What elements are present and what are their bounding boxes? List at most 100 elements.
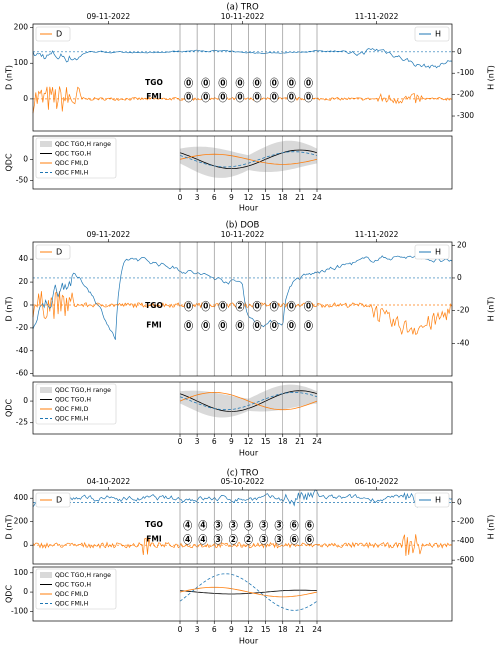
fmi-k-badge bbox=[274, 534, 284, 545]
x-tick-label: 15 bbox=[261, 193, 271, 202]
qdc-legend-label: QDC FMI,H bbox=[55, 601, 89, 608]
x-tick-label: 24 bbox=[312, 437, 322, 446]
tgo-k-badge bbox=[218, 77, 228, 89]
tgo-k-value: 0 bbox=[306, 302, 311, 311]
qdc-y-tick-label: 0 bbox=[23, 396, 28, 405]
y-axis-label-left: D (nT) bbox=[5, 515, 14, 540]
qdc-legend-label: QDC TGO,H range bbox=[55, 572, 111, 579]
y-tick-label-right: -400 bbox=[457, 536, 474, 545]
tgo-k-value: 0 bbox=[203, 78, 208, 87]
x-tick-label: 6 bbox=[212, 625, 217, 634]
tgo-k-badge bbox=[235, 300, 245, 312]
x-axis-label: Hour bbox=[239, 637, 259, 646]
fmi-k-badge bbox=[235, 320, 245, 331]
fmi-k-badge bbox=[304, 91, 313, 103]
tgo-k-value: 3 bbox=[261, 521, 266, 530]
fmi-k-badge bbox=[218, 320, 228, 331]
tgo-k-value: 0 bbox=[220, 78, 225, 87]
tgo-k-badge bbox=[287, 77, 296, 89]
tgo-row-label: TGO bbox=[145, 301, 163, 310]
qdc-legend-label: QDC TGO,H bbox=[55, 582, 91, 589]
legend-h-label: H bbox=[435, 496, 441, 505]
chart-panel-2: (c) TRO 04-10-2022 05-10-2022 06-10-2022 TGO… bbox=[5, 469, 496, 646]
legend-h-label: H bbox=[435, 30, 441, 39]
qdc-legend-box bbox=[35, 137, 117, 179]
y-tick-label-left: -60 bbox=[16, 369, 28, 378]
tgo-k-badge bbox=[183, 519, 192, 531]
date-label: 04-10-2022 bbox=[87, 477, 131, 486]
x-tick-label: 0 bbox=[178, 437, 183, 446]
fmi-k-value: 0 bbox=[237, 321, 242, 330]
tgo-k-badge bbox=[252, 77, 262, 89]
x-tick-label: 12 bbox=[244, 193, 254, 202]
fmi-k-badge bbox=[229, 534, 238, 545]
x-tick-label: 18 bbox=[278, 625, 288, 634]
tgo-k-value: 3 bbox=[215, 521, 220, 530]
x-tick-label: 3 bbox=[195, 193, 200, 202]
tgo-k-value: 0 bbox=[203, 302, 208, 311]
y-tick-label-right: 20 bbox=[457, 240, 467, 249]
tgo-k-value: 3 bbox=[246, 521, 251, 530]
top-axes-frame bbox=[32, 23, 453, 132]
x-axis-label: Hour bbox=[239, 204, 259, 213]
fmi-k-value: 0 bbox=[237, 93, 242, 102]
x-tick-label: 24 bbox=[312, 625, 322, 634]
tgo-k-badge bbox=[229, 519, 238, 531]
qdc-y-tick-label: -50 bbox=[16, 176, 28, 185]
fmi-k-badge bbox=[184, 91, 193, 103]
qdc-y-tick-label: 100 bbox=[14, 568, 29, 577]
y-tick-label-left: 0 bbox=[23, 94, 28, 103]
fmi-k-badge bbox=[218, 91, 228, 103]
y-tick-label-right: 0 bbox=[457, 273, 462, 282]
y-tick-label-left: -40 bbox=[16, 346, 28, 355]
legend-d-label: D bbox=[56, 30, 62, 39]
date-label: 11-11-2022 bbox=[355, 12, 399, 21]
y-tick-label-right: -200 bbox=[457, 517, 474, 526]
fmi-k-value: 3 bbox=[276, 535, 281, 544]
x-tick-label: 3 bbox=[195, 625, 200, 634]
qdc-legend-label: QDC TGO,H bbox=[55, 151, 91, 158]
y-tick-label-left: 20 bbox=[18, 277, 28, 286]
x-tick-label: 21 bbox=[295, 437, 305, 446]
date-label: 06-10-2022 bbox=[355, 477, 399, 486]
top-axes-frame bbox=[32, 241, 453, 377]
tgo-k-badge bbox=[198, 519, 208, 531]
tgo-k-value: 6 bbox=[292, 521, 297, 530]
tgo-row-label: TGO bbox=[145, 520, 163, 529]
x-tick-label: 21 bbox=[295, 625, 305, 634]
fmi-k-value: 0 bbox=[220, 321, 225, 330]
qdc-legend-label: QDC FMI,D bbox=[55, 591, 89, 598]
chart-title: (b) DOB bbox=[226, 221, 260, 231]
fmi-k-badge bbox=[269, 91, 279, 103]
tgo-k-badge bbox=[287, 300, 296, 312]
fmi-k-value: 0 bbox=[220, 93, 225, 102]
qdc-legend-label: QDC TGO,H bbox=[55, 397, 91, 404]
tgo-k-badge bbox=[269, 77, 279, 89]
fmi-row-label: FMI bbox=[146, 321, 162, 330]
fmi-k-value: 4 bbox=[200, 535, 205, 544]
fmi-k-value: 3 bbox=[261, 535, 266, 544]
x-tick-label: 6 bbox=[212, 193, 217, 202]
fmi-k-value: 0 bbox=[254, 93, 259, 102]
qdc-legend-swatch bbox=[40, 572, 52, 578]
date-label: 11-11-2022 bbox=[355, 230, 399, 239]
tgo-k-value: 0 bbox=[272, 302, 277, 311]
tgo-k-value: 0 bbox=[272, 78, 277, 87]
chart-panel-0: (a) TRO 09-11-2022 10-11-2022 11-11-2022 TGO… bbox=[5, 3, 496, 213]
qdc-y-tick-label: 0 bbox=[23, 154, 28, 163]
legend-d-label: D bbox=[56, 248, 62, 257]
legend-d-box bbox=[35, 492, 71, 508]
y-tick-label-right: -20 bbox=[457, 306, 469, 315]
tgo-k-value: 0 bbox=[237, 78, 242, 87]
y-tick-label-left: 0 bbox=[23, 300, 28, 309]
fmi-k-value: 0 bbox=[203, 93, 208, 102]
tgo-k-badge bbox=[274, 519, 284, 531]
qdc-legend-label: QDC FMI,H bbox=[55, 170, 89, 177]
chart-title: (a) TRO bbox=[226, 3, 259, 13]
y-tick-label-left: 400 bbox=[14, 493, 29, 502]
tgo-k-badge bbox=[201, 300, 210, 312]
bottom-axes-frame bbox=[32, 381, 453, 435]
date-label: 09-11-2022 bbox=[87, 12, 131, 21]
tgo-k-value: 3 bbox=[231, 521, 236, 530]
y-tick-label-left: 200 bbox=[14, 517, 29, 526]
